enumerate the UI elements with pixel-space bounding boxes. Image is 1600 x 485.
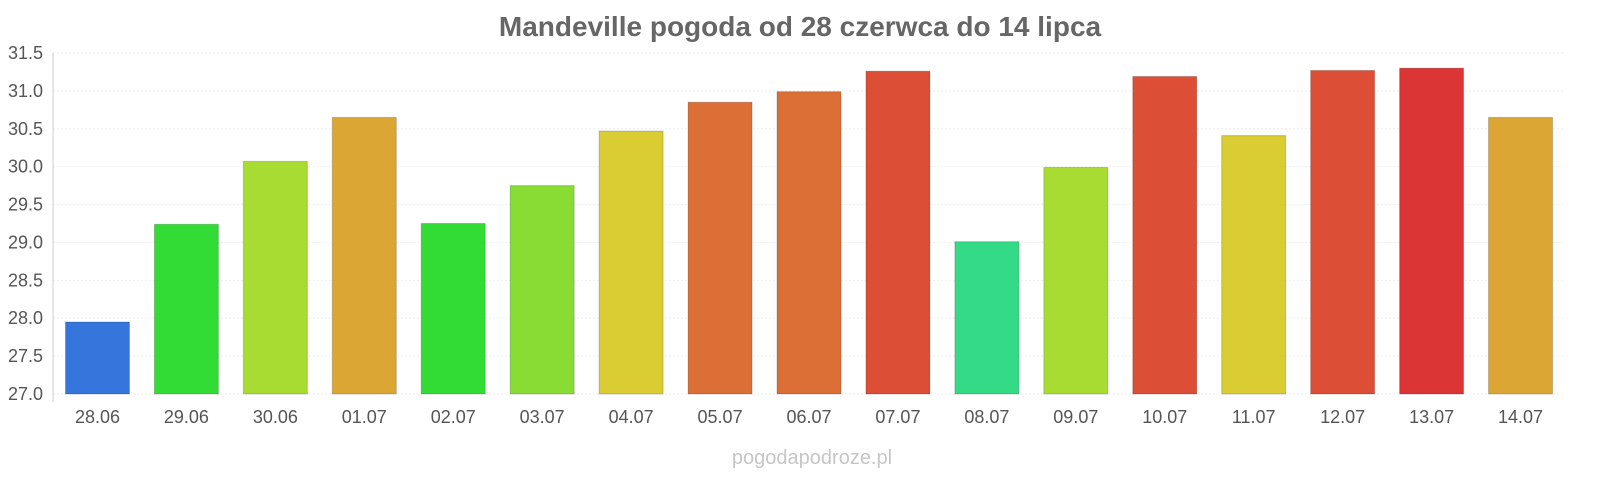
x-tick-label: 06.07	[786, 407, 831, 427]
bar-08.07[interactable]	[954, 241, 1020, 395]
bar-01.07[interactable]	[331, 116, 397, 395]
y-tick-label: 29.0	[8, 232, 43, 252]
x-tick-label: 02.07	[431, 407, 476, 427]
bar-30.06[interactable]	[242, 160, 308, 395]
y-tick-label: 29.5	[8, 195, 43, 215]
x-tick-label: 14.07	[1498, 407, 1543, 427]
x-tick-label: 01.07	[342, 407, 387, 427]
y-tick-label: 31.0	[8, 81, 43, 101]
bar-10.07[interactable]	[1132, 75, 1198, 395]
bar-12.07[interactable]	[1310, 69, 1376, 395]
y-tick-label: 30.5	[8, 119, 43, 139]
y-tick-label: 27.0	[8, 384, 43, 404]
x-tick-label: 07.07	[875, 407, 920, 427]
x-tick-label: 04.07	[609, 407, 654, 427]
x-tick-label: 10.07	[1142, 407, 1187, 427]
bar-11.07[interactable]	[1221, 135, 1287, 395]
y-tick-label: 31.5	[8, 43, 43, 63]
y-tick-label: 30.0	[8, 157, 43, 177]
bar-03.07[interactable]	[509, 185, 575, 395]
x-tick-label: 03.07	[520, 407, 565, 427]
x-tick-label: 11.07	[1232, 407, 1276, 427]
x-tick-label: 12.07	[1320, 407, 1365, 427]
x-tick-label: 05.07	[698, 407, 743, 427]
x-tick-label: 30.06	[253, 407, 298, 427]
bar-29.06[interactable]	[153, 223, 219, 395]
bar-14.07[interactable]	[1488, 116, 1554, 395]
x-tick-labels: 28.06 29.06 30.06 01.07 02.07 03.07 04.07 05.07…	[75, 407, 1543, 427]
x-tick-label: 08.07	[964, 407, 1009, 427]
y-tick-label: 28.5	[8, 270, 43, 290]
bar-07.07[interactable]	[865, 70, 931, 395]
bar-09.07[interactable]	[1043, 166, 1109, 395]
x-tick-label: 13.07	[1409, 407, 1454, 427]
x-tick-label: 09.07	[1053, 407, 1098, 427]
y-tick-labels: 27.0 27.5 28.0 28.5 29.0 29.5 30.0 30.5 31.0 31.5	[8, 43, 43, 404]
y-tick-label: 27.5	[8, 346, 43, 366]
bar-13.07[interactable]	[1399, 67, 1465, 395]
x-tick-label: 28.06	[75, 407, 120, 427]
bar-05.07[interactable]	[687, 101, 753, 395]
bar-02.07[interactable]	[420, 223, 486, 395]
bar-04.07[interactable]	[598, 130, 664, 395]
source-watermark: pogodapodroze.pl	[732, 447, 892, 469]
x-tick-label: 29.06	[164, 407, 209, 427]
bars	[64, 67, 1554, 395]
bar-28.06[interactable]	[64, 321, 130, 395]
y-tick-label: 28.0	[8, 308, 43, 328]
bar-06.07[interactable]	[776, 91, 842, 395]
chart-title: Mandeville pogoda od 28 czerwca do 14 li…	[499, 11, 1102, 42]
